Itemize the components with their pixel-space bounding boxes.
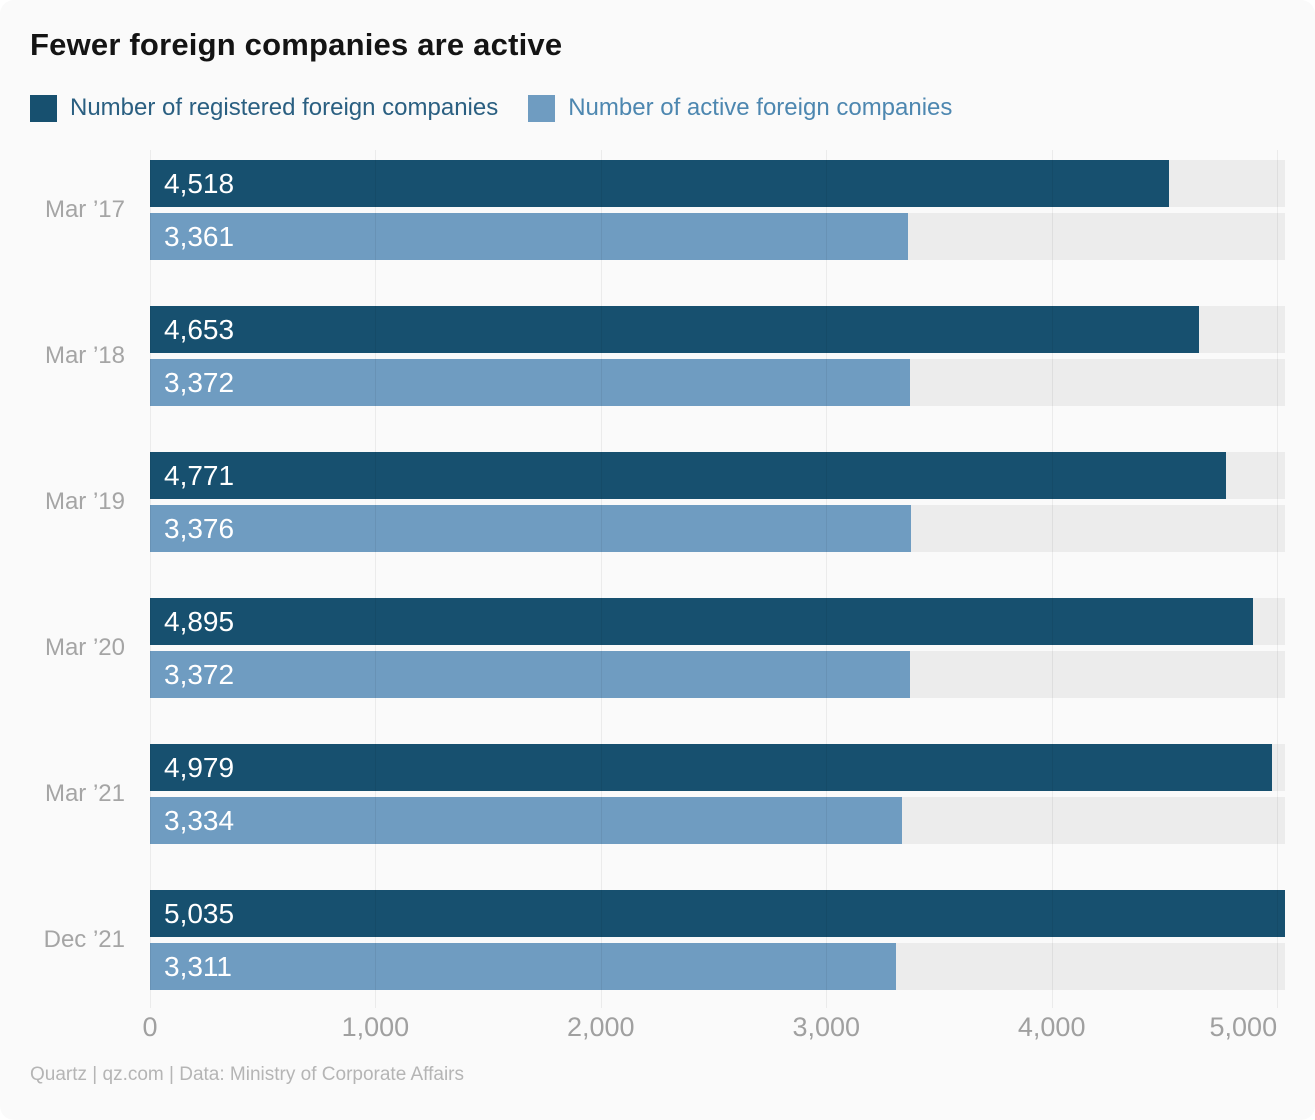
- bar-group: Mar ’20 4,895 3,372: [0, 598, 1315, 698]
- bar-row: 3,311: [150, 943, 1285, 990]
- bar-active[interactable]: 3,376: [150, 505, 911, 552]
- category-label: Mar ’18: [44, 342, 125, 369]
- bar-row: 3,372: [150, 359, 1285, 406]
- bar-group: Mar ’19 4,771 3,376: [0, 452, 1315, 552]
- bar-row: 3,334: [150, 797, 1285, 844]
- bar-registered[interactable]: 4,979: [150, 744, 1273, 791]
- x-axis-tick-label: 5,000: [1209, 1012, 1278, 1042]
- category-label: Mar ’19: [44, 488, 125, 515]
- bar-active[interactable]: 3,372: [150, 651, 911, 698]
- x-axis-tick-label: 0: [142, 1012, 158, 1042]
- bar-value-label: 4,979: [164, 751, 235, 783]
- bar-group: Dec ’21 5,035 3,311: [0, 890, 1315, 990]
- bar-row: 4,653: [150, 306, 1285, 353]
- bar-value-label: 4,653: [164, 313, 235, 345]
- bar-registered[interactable]: 4,518: [150, 160, 1169, 207]
- x-axis-tick-label: 4,000: [1017, 1012, 1086, 1042]
- bar-value-label: 4,771: [164, 459, 235, 491]
- category-label: Mar ’21: [44, 780, 125, 807]
- bar-active[interactable]: 3,311: [150, 943, 897, 990]
- bar-registered[interactable]: 4,771: [150, 452, 1226, 499]
- bar-value-label: 3,311: [164, 950, 232, 982]
- bar-registered[interactable]: 4,653: [150, 306, 1199, 353]
- legend-item-active: Number of active foreign companies: [528, 94, 952, 122]
- bar-row: 4,895: [150, 598, 1285, 645]
- bar-active[interactable]: 3,372: [150, 359, 911, 406]
- category-label: Dec ’21: [43, 926, 125, 953]
- bar-group: Mar ’18 4,653 3,372: [0, 306, 1315, 406]
- bar-value-label: 3,361: [164, 220, 235, 252]
- legend: Number of registered foreign companies N…: [30, 94, 952, 122]
- bar-registered[interactable]: 4,895: [150, 598, 1254, 645]
- category-label: Mar ’17: [44, 196, 125, 223]
- bar-group: Mar ’17 4,518 3,361: [0, 160, 1315, 260]
- source-attribution: Quartz | qz.com | Data: Ministry of Corp…: [30, 1064, 465, 1085]
- legend-item-registered: Number of registered foreign companies: [30, 94, 498, 122]
- x-axis-tick-label: 2,000: [567, 1012, 635, 1042]
- bar-row: 3,361: [150, 213, 1285, 260]
- bar-value-label: 3,334: [164, 804, 235, 836]
- x-axis-tick-label: 3,000: [792, 1012, 861, 1042]
- legend-swatch-registered-icon: [30, 94, 57, 122]
- bar-row: 4,979: [150, 744, 1285, 791]
- bar-row: 4,518: [150, 160, 1285, 207]
- bar-value-label: 3,372: [164, 658, 235, 690]
- x-axis-tick-label: 1,000: [341, 1012, 410, 1042]
- bar-registered[interactable]: 5,035: [150, 890, 1285, 937]
- bar-value-label: 4,518: [164, 167, 235, 199]
- bar-value-label: 5,035: [164, 897, 235, 929]
- bar-value-label: 3,376: [164, 512, 235, 544]
- legend-label-registered: Number of registered foreign companies: [70, 94, 499, 121]
- bar-chart: Mar ’17 4,518 3,361 Mar ’18 4,653 3,372 Mar ’1…: [0, 160, 1315, 990]
- bar-active[interactable]: 3,334: [150, 797, 902, 844]
- chart-title: Fewer foreign companies are active: [30, 27, 563, 62]
- legend-swatch-active-icon: [528, 94, 556, 122]
- bar-value-label: 3,372: [164, 366, 235, 398]
- bar-group: Mar ’21 4,979 3,334: [0, 744, 1315, 844]
- bar-row: 4,771: [150, 452, 1285, 499]
- bar-row: 5,035: [150, 890, 1285, 937]
- bar-row: 3,376: [150, 505, 1285, 552]
- bar-active[interactable]: 3,361: [150, 213, 908, 260]
- category-label: Mar ’20: [44, 634, 125, 661]
- x-axis: 0 1,000 2,000 3,000 4,000 5,000: [0, 1012, 1315, 1052]
- bar-row: 3,372: [150, 651, 1285, 698]
- legend-label-active: Number of active foreign companies: [568, 94, 953, 121]
- bar-value-label: 4,895: [164, 605, 235, 637]
